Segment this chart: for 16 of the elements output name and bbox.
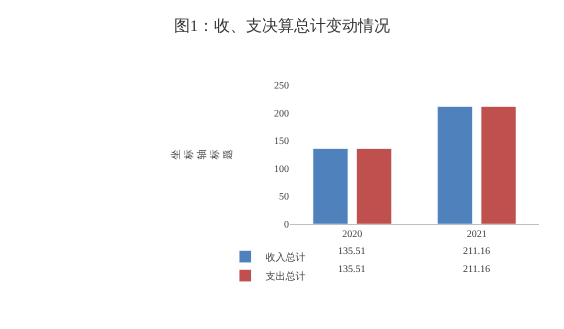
y-tick-label: 0 [284,220,289,230]
data-label: 135.51 [338,264,366,275]
legend-label: 支出总计 [265,270,306,282]
y-tick-label: 200 [274,108,289,120]
data-label: 211.16 [463,246,490,257]
y-tick-label: 150 [274,136,289,148]
chart-title: 图1：收、支决算总计变动情况 [174,16,390,35]
y-tick-label: 50 [279,192,289,203]
x-tick-label: 2021 [466,229,487,240]
y-tick-label: 250 [274,80,289,92]
data-label: 135.51 [338,246,366,257]
y-axis-title: 坐标轴标题 [170,150,234,160]
y-tick-label: 100 [274,164,289,175]
legend-label: 收入总计 [265,251,306,264]
x-tick-label: 2020 [342,229,362,240]
data-label: 211.16 [463,264,490,275]
